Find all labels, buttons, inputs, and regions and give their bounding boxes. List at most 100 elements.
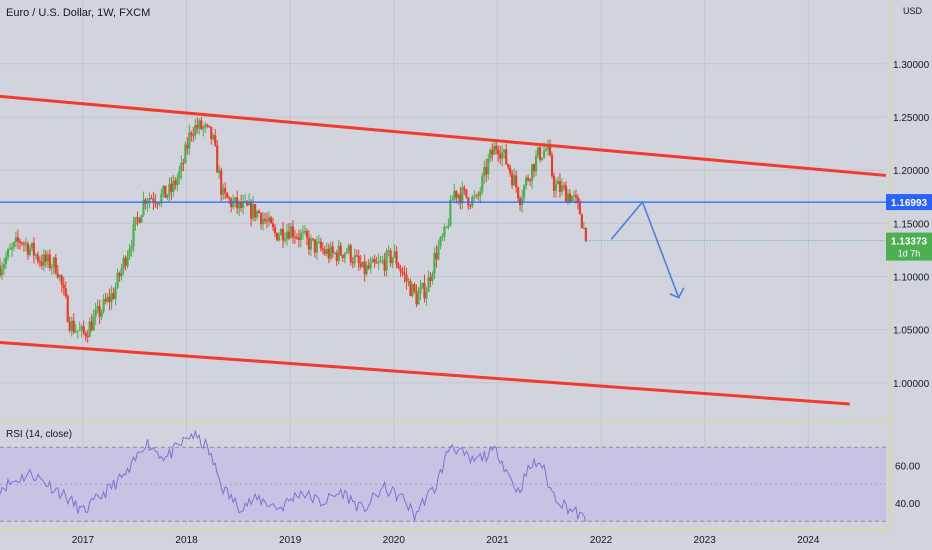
candle-body — [550, 155, 554, 176]
candle-body — [8, 249, 12, 251]
price-tick-label: 1.30000 — [893, 60, 930, 71]
candle-body — [431, 273, 434, 281]
candle-body — [122, 258, 125, 269]
candle-body — [249, 201, 253, 219]
candle-body — [534, 156, 538, 172]
candle-body — [429, 277, 432, 281]
candle-body — [170, 184, 173, 192]
candle-body — [257, 211, 261, 214]
time-tick-label: 2021 — [486, 535, 509, 546]
candle-body — [232, 201, 235, 208]
candle-body — [399, 268, 402, 272]
candle-body — [536, 147, 540, 157]
candle-body — [94, 310, 97, 317]
candle-body — [238, 201, 241, 209]
candle-body — [44, 254, 47, 262]
candle-body — [347, 245, 350, 252]
time-tick-label: 2020 — [383, 535, 406, 546]
candle-body — [271, 223, 275, 228]
candle-body — [70, 320, 73, 331]
candle-body — [265, 220, 269, 222]
candle-body — [455, 190, 458, 198]
candle-body — [212, 135, 215, 139]
candle-body — [566, 193, 570, 202]
candle-body — [140, 215, 143, 223]
candle-body — [106, 296, 109, 302]
candle-body — [220, 170, 223, 195]
candle-body — [172, 180, 175, 192]
countdown-label: 1d 7h — [898, 249, 921, 259]
candle-body — [548, 145, 552, 156]
candle-body — [327, 248, 330, 259]
candle-body — [425, 291, 428, 299]
price-badge — [886, 232, 932, 261]
projection-arrowhead — [669, 287, 685, 299]
candle-body — [196, 125, 199, 129]
candle-body — [365, 265, 368, 275]
candle-body — [485, 167, 488, 175]
candle-body — [104, 299, 107, 302]
candle-body — [74, 331, 77, 333]
candle-body — [411, 284, 414, 296]
candle-body — [325, 248, 328, 254]
candle-body — [487, 158, 490, 175]
candle-body — [538, 147, 542, 160]
candle-body — [367, 265, 370, 269]
candle-body — [56, 273, 59, 278]
candle-body — [92, 316, 95, 331]
drawings — [0, 94, 887, 406]
candle-body — [375, 262, 378, 264]
chart-title: Euro / U.S. Dollar, 1W, FXCM — [6, 7, 150, 19]
candle-body — [52, 257, 55, 268]
candle-body — [505, 149, 508, 165]
price-tick-label: 1.05000 — [893, 326, 930, 337]
candle-body — [148, 198, 151, 202]
lower-trendline — [0, 341, 850, 406]
candle-body — [236, 197, 239, 209]
candle-body — [138, 218, 141, 223]
candle-body — [499, 154, 502, 159]
candle-body — [30, 242, 33, 249]
rsi-title: RSI (14, close) — [6, 429, 72, 440]
candle-body — [84, 332, 87, 337]
price-badge-label: 1.13373 — [891, 237, 928, 248]
candle-body — [582, 227, 585, 229]
candle-body — [22, 243, 26, 245]
candle-body — [248, 201, 251, 206]
candle-body — [180, 162, 183, 172]
candle-body — [554, 184, 558, 191]
candle-body — [323, 249, 326, 254]
candle-body — [224, 188, 227, 194]
candle-body — [311, 238, 314, 240]
candle-body — [188, 132, 191, 149]
candle-body — [4, 257, 8, 264]
candle-body — [465, 189, 468, 198]
candle-body — [580, 214, 583, 229]
candle-body — [576, 197, 580, 202]
candle-body — [564, 185, 568, 202]
candle-body — [60, 275, 63, 285]
candle-body — [261, 218, 265, 225]
price-tick-label: 1.10000 — [893, 272, 930, 283]
candle-body — [443, 227, 446, 237]
candle-body — [509, 167, 512, 174]
candle-body — [166, 194, 169, 198]
candle-body — [162, 185, 165, 194]
candle-body — [253, 204, 257, 218]
candle-body — [528, 180, 532, 182]
rsi-band — [0, 447, 886, 522]
candle-body — [546, 145, 550, 150]
candle-body — [116, 272, 119, 288]
candle-body — [285, 231, 289, 240]
candle-body — [48, 254, 51, 269]
candle-body — [369, 262, 372, 269]
candle-body — [523, 185, 526, 198]
candle-body — [58, 275, 61, 278]
candle-body — [584, 227, 587, 242]
candle-body — [558, 181, 562, 192]
candle-body — [361, 261, 364, 267]
candle-body — [497, 149, 500, 155]
candle-body — [301, 232, 305, 234]
candle-body — [240, 201, 243, 209]
